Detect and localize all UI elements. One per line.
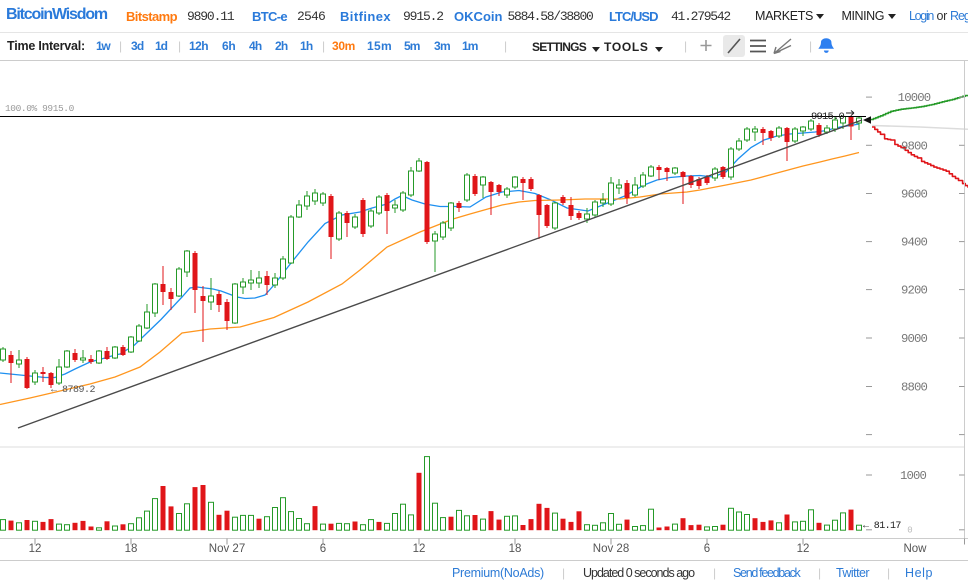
svg-text:Nov 28: Nov 28 [593, 543, 629, 555]
svg-text:18: 18 [125, 543, 138, 555]
svg-text:9600: 9600 [901, 188, 928, 202]
svg-text:9800: 9800 [901, 139, 928, 153]
svg-text:1000: 1000 [900, 469, 927, 483]
svg-text:0: 0 [907, 526, 912, 536]
svg-text:8800: 8800 [901, 381, 928, 395]
svg-text:← 81.17: ← 81.17 [863, 521, 901, 532]
svg-text:6: 6 [704, 543, 710, 555]
svg-text:Nov 27: Nov 27 [209, 543, 245, 555]
svg-text:9400: 9400 [901, 236, 928, 250]
svg-text:18: 18 [509, 543, 522, 555]
svg-text:9000: 9000 [901, 332, 928, 346]
svg-text:12: 12 [413, 543, 426, 555]
svg-text:← 8789.2: ← 8789.2 [51, 385, 96, 396]
svg-text:9200: 9200 [901, 284, 928, 298]
svg-text:Now: Now [903, 543, 927, 555]
svg-text:12: 12 [797, 543, 810, 555]
svg-text:6: 6 [320, 543, 326, 555]
svg-text:100.0% 9915.0: 100.0% 9915.0 [5, 103, 75, 114]
svg-text:9915.0: 9915.0 [811, 111, 845, 123]
svg-text:12: 12 [29, 543, 42, 555]
svg-text:10000: 10000 [898, 91, 931, 105]
